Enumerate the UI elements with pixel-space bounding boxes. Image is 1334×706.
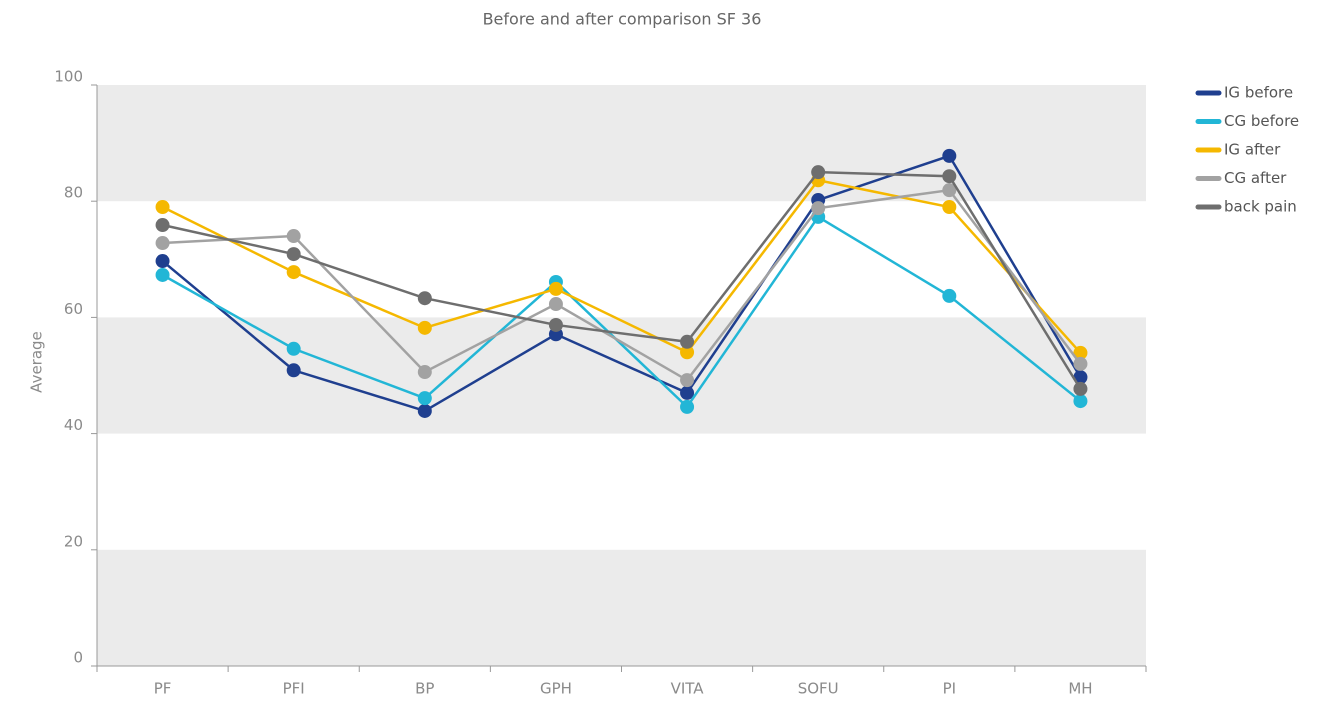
data-point (548, 281, 563, 296)
y-axis-label: Average (28, 331, 46, 393)
grid-band (97, 317, 1146, 434)
data-point (1073, 381, 1088, 396)
y-tick-label: 20 (64, 532, 83, 550)
data-point (548, 317, 563, 332)
data-point (417, 391, 432, 406)
x-tick-label: GPH (540, 680, 572, 698)
data-point (1073, 356, 1088, 371)
data-point (286, 265, 301, 280)
data-point (417, 320, 432, 335)
y-tick-label: 80 (64, 184, 83, 202)
series-line (162, 188, 1082, 382)
data-point (942, 200, 957, 215)
axes: 0 20 40 60 80 100 PF PFI BP GPH VITA SOFU PI MH (54, 68, 1147, 698)
data-point (942, 183, 957, 198)
y-tick-label: 100 (54, 68, 83, 86)
data-point (1073, 345, 1088, 360)
data-point (680, 373, 695, 388)
data-point (286, 229, 301, 244)
data-point (942, 288, 957, 303)
grid-bands (97, 85, 1146, 666)
series-line (162, 170, 1082, 390)
chart-title: Before and after comparison SF 36 (483, 10, 762, 29)
data-point (155, 254, 170, 269)
data-point (942, 148, 957, 163)
legend-label: CG before (1224, 112, 1299, 130)
x-tick-label: SOFU (798, 680, 839, 698)
y-tick-label: 60 (64, 300, 83, 318)
legend-label: CG after (1224, 169, 1287, 187)
x-tick-label: PFI (283, 680, 305, 698)
data-point (811, 165, 826, 180)
x-tick-label: MH (1068, 680, 1092, 698)
data-point (417, 403, 432, 418)
data-point (811, 201, 826, 216)
legend-label: back pain (1224, 198, 1297, 216)
data-point (680, 385, 695, 400)
data-point (286, 363, 301, 378)
data-point (155, 200, 170, 215)
data-point (680, 399, 695, 414)
data-point (417, 365, 432, 380)
data-point (155, 218, 170, 233)
x-tick-label: PF (154, 680, 172, 698)
x-tick-label: BP (415, 680, 434, 698)
data-point (942, 169, 957, 184)
legend: IG before CG before IG after CG after back p… (1195, 84, 1299, 216)
legend-label: IG after (1224, 141, 1281, 159)
series-lines (155, 148, 1088, 418)
data-point (1073, 370, 1088, 385)
data-point (548, 297, 563, 312)
series-line (161, 215, 1082, 409)
legend-label: IG before (1224, 84, 1293, 102)
data-point (286, 247, 301, 262)
x-tick-label: PI (943, 680, 956, 698)
grid-band (97, 549, 1146, 666)
x-tick-label: VITA (671, 680, 705, 698)
data-point (155, 267, 170, 282)
data-point (680, 334, 695, 349)
data-point (155, 236, 170, 251)
data-point (417, 291, 432, 306)
grid-band (97, 85, 1146, 202)
series-line (162, 178, 1082, 354)
data-point (680, 345, 695, 360)
y-tick-label: 0 (73, 649, 83, 667)
data-point (286, 341, 301, 356)
data-point (1073, 394, 1088, 409)
series-line (161, 154, 1082, 413)
y-tick-label: 40 (64, 416, 83, 434)
